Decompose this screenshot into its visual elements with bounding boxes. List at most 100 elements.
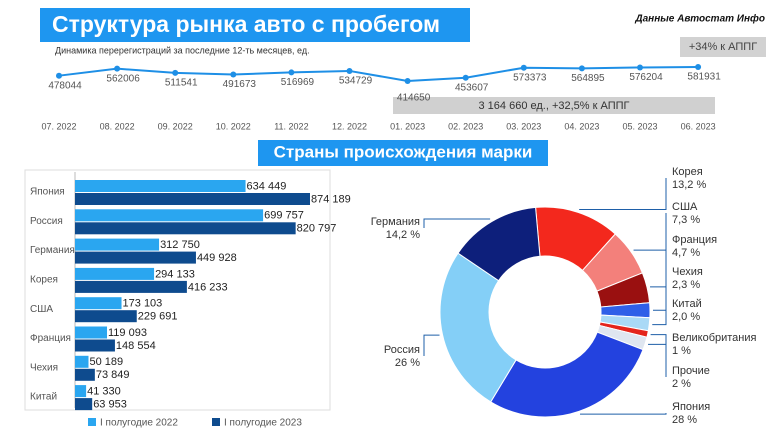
bar [75,398,93,411]
bar [75,310,137,323]
slice [490,331,644,418]
point [288,69,295,76]
category-label: Япония [30,187,65,198]
value-label: 516969 [281,77,315,88]
slice-label: Китай [672,298,702,310]
legend-swatch [88,418,96,426]
slice-label: Франция [672,234,717,246]
bar [75,238,160,251]
x-tick-label: 03. 2023 [506,121,541,131]
slice-label: Чехия [672,266,703,278]
bar [75,385,87,398]
x-tick-label: 12. 2022 [332,121,367,131]
leader-line [652,310,667,326]
point [695,64,702,70]
slice-value: 14,2 % [386,229,420,241]
line [58,66,699,83]
category-label: Россия [30,216,63,227]
value-label: 416 233 [188,281,228,293]
point [346,67,353,74]
category-label: Корея [30,275,58,286]
x-tick-label: 08. 2022 [100,121,135,131]
x-tick-label: 10. 2022 [216,121,251,131]
annotation-box [680,37,766,57]
slice-label: Япония [672,401,710,413]
leader-line [633,213,667,251]
summary: 3 164 660 ед., +32,5% к АППГ [479,100,630,112]
bar [75,297,122,310]
value-label: 573373 [513,72,547,83]
x-tick-label: 05. 2023 [622,121,657,131]
slice-value: 4,7 % [672,247,700,259]
slice-value: 2 % [672,378,691,390]
section-banner [258,140,548,166]
bar [75,251,196,264]
category-label: Китай [30,392,57,403]
slice-label: Прочие [672,365,710,377]
bar-panel [24,169,331,411]
bar [75,267,155,280]
leader-line [652,278,667,311]
bar [75,326,108,339]
value-label: 820 797 [297,223,337,235]
value-label: 73 849 [96,369,130,381]
bar [75,209,264,222]
legend-label: I полугодие 2023 [224,418,302,429]
category-label: Чехия [30,362,58,373]
value-label: 294 133 [155,268,195,280]
point [462,74,469,81]
value-label: 699 757 [264,210,304,222]
value-label: 63 953 [93,399,127,411]
slice-value: 2,3 % [672,279,700,291]
x-tick-label: 02. 2023 [448,121,483,131]
value-label: 491673 [223,79,257,90]
legend-label: I полугодие 2022 [100,418,178,429]
point [56,72,62,79]
annotation: +34% к АППГ [689,41,757,53]
leader-line [648,343,667,377]
bar [75,368,95,381]
slice-label: США [672,201,698,213]
value-label: 41 330 [87,386,121,398]
bar [75,280,187,293]
category-label: Германия [30,245,75,256]
slice-value: 2,0 % [672,311,700,323]
x-tick-label: 04. 2023 [564,121,599,131]
bar [75,222,296,235]
bar [75,180,246,192]
slice [439,252,517,403]
value-label: 119 093 [108,327,147,339]
value-label: 581931 [687,72,721,83]
x-tick-label: 07. 2022 [41,121,76,131]
point [230,71,237,78]
value-label: 449 928 [197,252,237,264]
value-label: 173 103 [123,298,163,310]
value-label: 50 189 [89,356,123,368]
value-label: 634 449 [247,180,287,192]
title: Структура рынка авто с пробегом [52,11,440,37]
point [114,65,121,72]
bar [75,193,310,205]
legend-swatch [212,418,220,426]
leader-line [423,218,491,228]
value-label: 478044 [48,80,82,91]
value-label: 148 554 [116,340,156,352]
slice-value: 1 % [672,345,691,357]
leader-line [650,334,667,344]
x-tick-label: 01. 2023 [390,121,425,131]
category-label: Франция [30,333,71,344]
slice-value: 28 % [672,414,697,426]
slice-label: Германия [371,216,420,228]
x-tick-label: 09. 2022 [158,121,193,131]
slice-value: 7,3 % [672,214,700,226]
point [520,64,527,71]
point [404,78,411,84]
section-title: Страны происхождения марки [274,142,533,161]
slice-label: Великобритания [672,332,757,344]
x-tick-label: 11. 2022 [274,121,308,131]
leader-line [423,334,440,356]
summary-box [393,97,715,114]
point [172,69,179,76]
